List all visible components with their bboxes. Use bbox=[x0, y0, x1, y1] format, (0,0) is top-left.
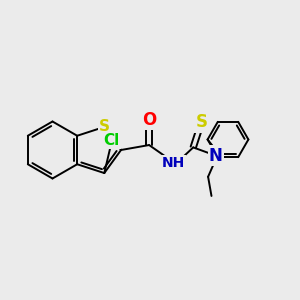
Text: O: O bbox=[142, 111, 156, 129]
Text: S: S bbox=[195, 113, 207, 131]
Text: N: N bbox=[209, 147, 223, 165]
Text: S: S bbox=[99, 119, 110, 134]
Text: Cl: Cl bbox=[104, 133, 120, 148]
Text: NH: NH bbox=[162, 156, 185, 170]
